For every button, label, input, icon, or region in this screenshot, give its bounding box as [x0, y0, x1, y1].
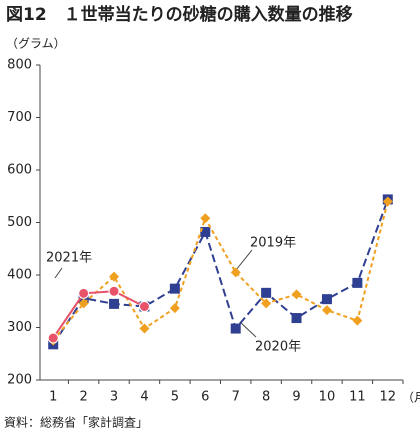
leader-line — [54, 267, 63, 279]
chart-title: 図12 １世帯当たりの砂糖の購入数量の推移 — [6, 4, 353, 25]
source-note: 資料：総務省「家計調査」 — [4, 415, 148, 430]
series-line — [52, 201, 389, 342]
marker — [200, 226, 211, 237]
x-tick-label: 10 — [319, 390, 336, 405]
x-tick-label: 11 — [349, 390, 366, 405]
x-tick-label: 2 — [79, 390, 87, 405]
marker — [291, 313, 302, 324]
x-axis-label: （月） — [402, 391, 420, 405]
y-axis-label: （グラム） — [6, 37, 66, 51]
x-tick-label: 12 — [380, 390, 397, 405]
marker — [230, 267, 241, 278]
y-tick-label: 500 — [7, 215, 32, 230]
marker — [139, 323, 150, 334]
marker — [78, 298, 89, 309]
marker — [108, 285, 120, 297]
marker — [352, 315, 363, 326]
marker — [169, 283, 180, 294]
marker — [138, 301, 150, 312]
series-line — [52, 199, 389, 345]
marker — [321, 294, 332, 305]
marker — [200, 213, 211, 224]
y-tick-label: 300 — [7, 320, 32, 335]
series-label: 2021年 — [46, 251, 92, 266]
marker — [169, 303, 180, 314]
y-tick-label: 400 — [7, 268, 32, 283]
marker — [109, 298, 120, 309]
x-tick-label: 9 — [292, 390, 300, 405]
marker — [261, 298, 272, 309]
y-tick-label: 600 — [7, 163, 32, 178]
x-tick-label: 3 — [110, 390, 118, 405]
marker — [352, 277, 363, 288]
leader-line — [239, 321, 257, 338]
series-label: 2019年 — [250, 236, 296, 251]
y-tick-label: 700 — [7, 110, 32, 125]
marker — [291, 289, 302, 300]
marker — [382, 196, 393, 207]
leader-line — [235, 249, 253, 271]
series-label: 2020年 — [255, 340, 301, 355]
x-tick-label: 4 — [140, 390, 148, 405]
y-tick-label: 200 — [7, 373, 32, 388]
x-tick-label: 7 — [232, 390, 240, 405]
marker — [321, 305, 332, 316]
series-line — [52, 290, 145, 339]
x-tick-label: 6 — [201, 390, 209, 405]
marker — [47, 332, 59, 344]
x-tick-label: 8 — [262, 390, 270, 405]
marker — [78, 287, 90, 299]
x-tick-label: 5 — [171, 390, 179, 405]
y-tick-label: 800 — [7, 58, 32, 73]
marker — [109, 271, 120, 282]
marker — [230, 323, 241, 334]
x-tick-label: 1 — [49, 390, 57, 405]
marker — [261, 287, 272, 298]
